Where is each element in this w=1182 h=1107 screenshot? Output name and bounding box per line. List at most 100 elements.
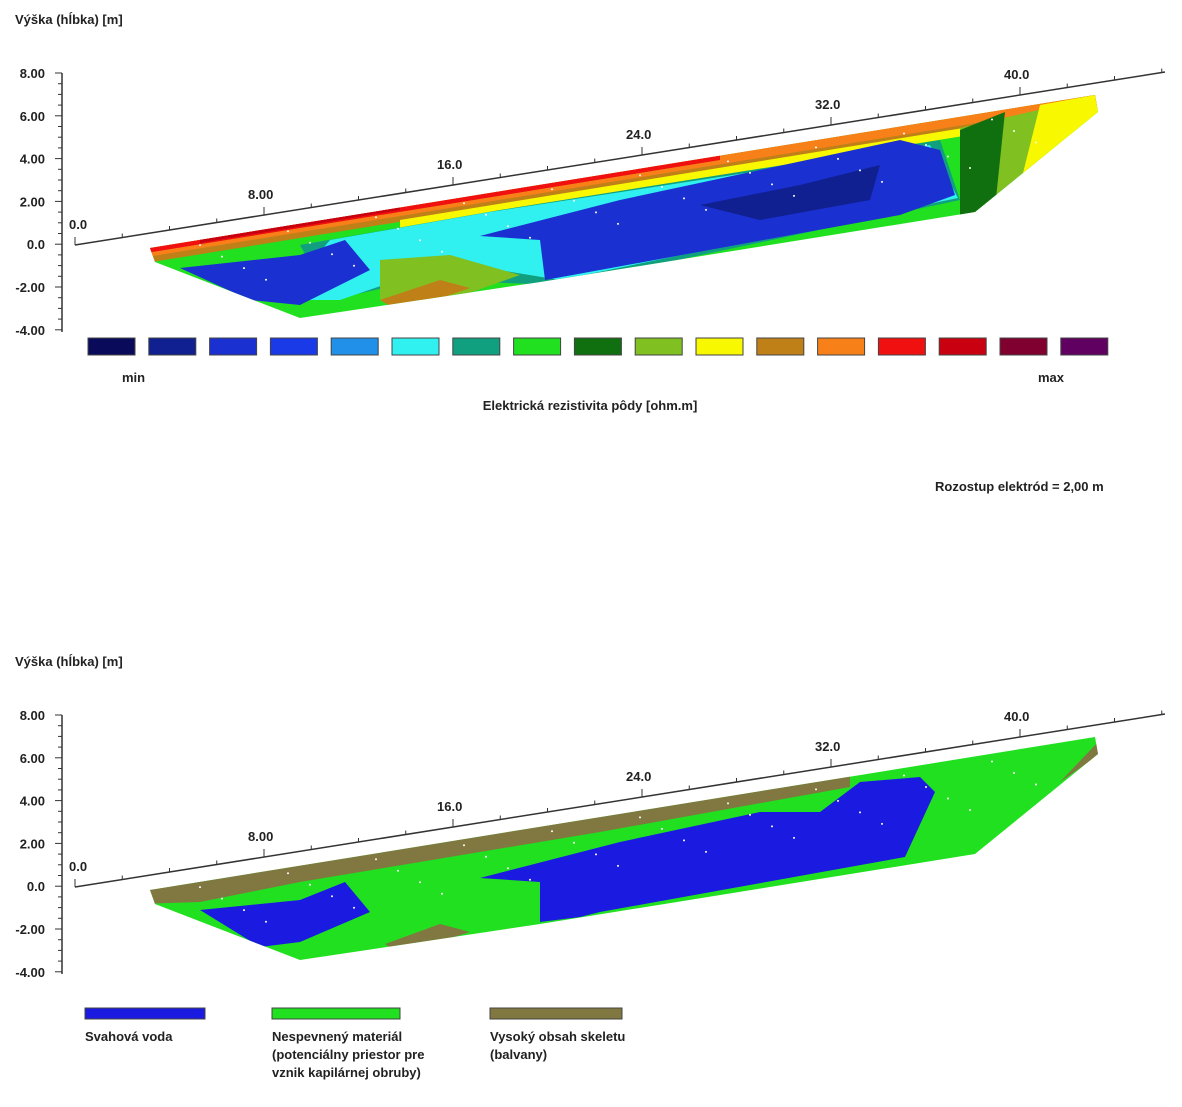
legend-swatch	[817, 337, 866, 356]
section-zone	[960, 112, 1005, 215]
y-tick-label: -2.00	[15, 922, 45, 937]
electrode-point	[771, 183, 773, 186]
electrode-point	[375, 858, 377, 861]
electrode-point	[727, 802, 729, 805]
electrode-point	[551, 830, 553, 833]
y-tick-label: 4.00	[20, 152, 45, 167]
legend-swatch	[330, 337, 379, 356]
y-tick-label: 0.0	[27, 237, 45, 252]
electrode-point	[1057, 152, 1059, 155]
electrode-point	[837, 157, 839, 160]
surface-line	[74, 71, 1166, 246]
section	[150, 737, 1098, 960]
y-tick-label: 2.00	[20, 194, 45, 209]
legend-swatch	[877, 337, 926, 356]
electrode-point	[947, 155, 949, 158]
electrode-point	[507, 225, 509, 228]
electrode-point	[463, 202, 465, 205]
legend-label: Nespevnený materiál (potenciálny priesto…	[272, 1029, 425, 1080]
electrode-point	[507, 867, 509, 870]
x-tick-label: 16.0	[437, 799, 462, 814]
x-tick-label: 24.0	[626, 769, 651, 784]
electrode-point	[221, 897, 223, 900]
legend-swatch	[999, 337, 1048, 356]
y-tick-label: 8.00	[20, 66, 45, 81]
x-tick-label: 24.0	[626, 127, 651, 142]
section-zone	[480, 777, 935, 922]
electrode-point	[287, 230, 289, 233]
electrode-point	[265, 920, 267, 923]
electrode-point	[309, 241, 311, 244]
electrode-point	[969, 808, 971, 811]
electrode-point	[859, 811, 861, 814]
section-zone	[400, 122, 1000, 228]
electrode-point	[287, 872, 289, 875]
electrode-point	[595, 211, 597, 214]
section-zone	[480, 140, 955, 280]
electrode-point	[991, 760, 993, 763]
legend-swatch	[513, 337, 562, 356]
electrode-point	[1057, 794, 1059, 797]
x-tick-label: 32.0	[815, 739, 840, 754]
legend-swatch	[271, 1007, 401, 1020]
electrode-point	[705, 208, 707, 211]
electrode-point	[331, 253, 333, 256]
legend-swatch	[938, 337, 987, 356]
electrode-spacing: Rozostup elektród = 2,00 m	[935, 479, 1104, 494]
electrode-point	[925, 143, 927, 146]
electrode-point	[991, 118, 993, 121]
electrode-point	[485, 213, 487, 216]
electrode-point	[309, 883, 311, 886]
x-tick-label: 40.0	[1004, 709, 1029, 724]
y-axis-label: Výška (hĺbka) [m]	[15, 654, 123, 669]
electrode-point	[529, 236, 531, 239]
x-tick-label: 0.0	[69, 859, 87, 874]
electrode-point	[617, 864, 619, 867]
electrode-point	[925, 785, 927, 788]
electrode-point	[485, 855, 487, 858]
electrode-point	[419, 239, 421, 242]
electrode-point	[353, 906, 355, 909]
electrode-point	[1013, 129, 1015, 132]
electrode-point	[551, 188, 553, 191]
electrode-point	[661, 185, 663, 188]
legend-max: max	[1038, 370, 1065, 385]
legend-swatch	[391, 337, 440, 356]
surface-line	[74, 713, 1166, 888]
section-zone	[1060, 742, 1098, 782]
legend-swatch	[1060, 337, 1109, 356]
electrode-point	[683, 839, 685, 842]
electrode-point	[265, 278, 267, 281]
electrode-point	[793, 194, 795, 197]
y-tick-label: -2.00	[15, 280, 45, 295]
y-tick-label: -4.00	[15, 965, 45, 980]
electrode-point	[969, 166, 971, 169]
legend-label: Svahová voda	[85, 1029, 173, 1044]
legend-swatch	[634, 337, 683, 356]
section-zone	[180, 240, 370, 305]
y-tick-label: -4.00	[15, 323, 45, 338]
electrode-point	[859, 169, 861, 172]
x-tick-label: 8.00	[248, 829, 273, 844]
legend-swatch	[269, 337, 318, 356]
electrode-point	[375, 216, 377, 219]
x-tick-label: 8.00	[248, 187, 273, 202]
electrode-point	[463, 844, 465, 847]
legend-title: Elektrická rezistivita pôdy [ohm.m]	[483, 398, 698, 413]
y-tick-label: 4.00	[20, 794, 45, 809]
section-zone	[700, 165, 880, 220]
legend-swatch	[695, 337, 744, 356]
y-tick-label: 2.00	[20, 836, 45, 851]
electrode-point	[1013, 771, 1015, 774]
section-zone	[200, 882, 370, 947]
electrode-point	[683, 197, 685, 200]
electrode-point	[573, 841, 575, 844]
electrode-point	[661, 827, 663, 830]
electrode-point	[749, 813, 751, 816]
legend-min: min	[122, 370, 145, 385]
legend-swatch	[452, 337, 501, 356]
y-axis-label: Výška (hĺbka) [m]	[15, 12, 123, 27]
electrode-point	[881, 822, 883, 825]
electrode-point	[243, 909, 245, 912]
